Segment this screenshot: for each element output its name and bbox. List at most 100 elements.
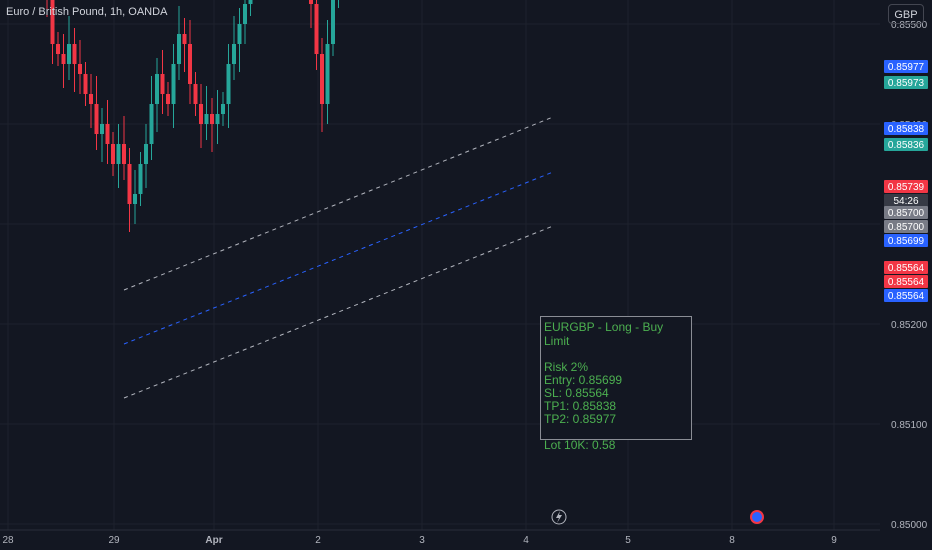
- time-tick-label: 2: [315, 535, 321, 546]
- price-badge: 0.85564: [888, 277, 925, 288]
- candle-body: [210, 114, 214, 124]
- price-badge-bg: [884, 289, 928, 302]
- candle-body: [166, 94, 170, 104]
- candle-body: [116, 144, 121, 164]
- sl-text: SL: 0.85564: [544, 386, 609, 400]
- channel-lower: [123, 225, 554, 399]
- candle-body: [72, 44, 77, 64]
- price-badge: 0.85700: [888, 208, 925, 219]
- time-tick-label: 9: [831, 535, 837, 546]
- price-badge: 0.85739: [888, 182, 925, 193]
- risk-text: Risk 2%: [544, 360, 589, 374]
- candle-body: [331, 0, 335, 44]
- candle-body: [171, 64, 176, 104]
- price-badge: 0.85836: [888, 140, 925, 151]
- candle-body: [193, 84, 198, 104]
- candle-body: [94, 104, 99, 134]
- candles: [46, 0, 339, 232]
- price-badge-bg: [884, 76, 928, 89]
- price-badge-bg: [884, 206, 928, 219]
- price-badge: 0.85564: [888, 291, 925, 302]
- candle-body: [215, 114, 220, 124]
- chart-title: Euro / British Pound, 1h, OANDA: [6, 6, 168, 18]
- candle-body: [314, 4, 319, 54]
- price-badge-bg: [884, 275, 928, 288]
- candle-body: [199, 104, 203, 124]
- candle-body: [149, 104, 154, 144]
- candle-body: [89, 94, 93, 104]
- price-badge-bg: [884, 194, 928, 207]
- candle-body: [122, 144, 126, 164]
- candle-body: [127, 164, 132, 204]
- price-badge: 0.85977: [888, 62, 925, 73]
- candle-body: [61, 54, 66, 64]
- candle-body: [78, 64, 82, 74]
- price-badge: 0.85699: [888, 236, 925, 247]
- candle-body: [105, 124, 110, 144]
- flag-icon-inner: [752, 512, 762, 522]
- price-channel: [123, 116, 554, 399]
- candle-body: [221, 104, 225, 114]
- candle-body: [226, 64, 231, 104]
- price-tick-label: 0.85100: [891, 420, 928, 431]
- candle-body: [188, 44, 192, 84]
- candle-body: [133, 194, 137, 204]
- candle-body: [50, 0, 55, 44]
- price-badge-bg: [884, 234, 928, 247]
- candle-body: [100, 124, 104, 134]
- candle-body: [182, 34, 187, 44]
- time-tick-label: 29: [108, 535, 120, 546]
- channel-middle: [123, 171, 554, 345]
- grid: [0, 0, 880, 530]
- price-tick-label: 0.85000: [891, 520, 928, 531]
- price-badge-bg: [884, 261, 928, 274]
- price-badge: 0.85838: [888, 124, 925, 135]
- candle-body: [177, 34, 181, 64]
- channel-upper: [123, 116, 554, 291]
- candle-body: [138, 164, 143, 194]
- candle-body: [248, 0, 253, 4]
- price-badge: 0.85564: [888, 263, 925, 274]
- price-badge-bg: [884, 220, 928, 233]
- price-tick-label: 0.85500: [891, 20, 928, 31]
- price-badge-bg: [884, 180, 928, 193]
- tp2-text: TP2: 0.85977: [544, 412, 617, 426]
- candle-body: [320, 54, 324, 104]
- candle-body: [111, 144, 115, 164]
- candle-body: [144, 144, 148, 164]
- candle-body: [83, 74, 88, 94]
- candle-body: [243, 4, 247, 24]
- price-badge-bg: [884, 60, 928, 73]
- trade-heading: EURGBP - Long - Buy Limit: [544, 320, 664, 348]
- candle-body: [160, 74, 165, 94]
- candle-body: [325, 44, 330, 104]
- time-tick-label: 5: [625, 535, 631, 546]
- time-tick-label: 3: [419, 535, 425, 546]
- time-tick-label: 4: [523, 535, 529, 546]
- time-tick-label: 28: [2, 535, 14, 546]
- price-tick-label: 0.85200: [891, 320, 928, 331]
- price-badge: 0.85973: [888, 78, 925, 89]
- price-badge: 0.85700: [888, 222, 925, 233]
- trade-info-box: EURGBP - Long - Buy Limit Risk 2% Entry:…: [540, 316, 692, 452]
- candle-body: [56, 44, 60, 54]
- lightning-icon-glyph: [556, 511, 562, 523]
- event-markers: [551, 509, 764, 525]
- price-badge-bg: [884, 122, 928, 135]
- time-tick-label: Apr: [205, 535, 222, 546]
- entry-text: Entry: 0.85699: [544, 373, 623, 387]
- price-badge: 54:26: [893, 196, 918, 207]
- price-badge-bg: [884, 138, 928, 151]
- candle-body: [155, 74, 159, 104]
- tp1-text: TP1: 0.85838: [544, 399, 617, 413]
- candle-body: [232, 44, 236, 64]
- candle-body: [67, 44, 71, 64]
- time-tick-label: 8: [729, 535, 735, 546]
- candle-body: [309, 0, 313, 4]
- price-badges: 0.85977 0.85973 0.85838 0.85836 0.85739 54:26…: [884, 60, 928, 302]
- candle-body: [237, 24, 242, 44]
- currency-button[interactable]: GBP: [888, 4, 924, 24]
- lot-text: Lot 10K: 0.58: [544, 438, 616, 452]
- time-axis: 28 29 Apr 2 3 4 5 8 9: [0, 529, 880, 546]
